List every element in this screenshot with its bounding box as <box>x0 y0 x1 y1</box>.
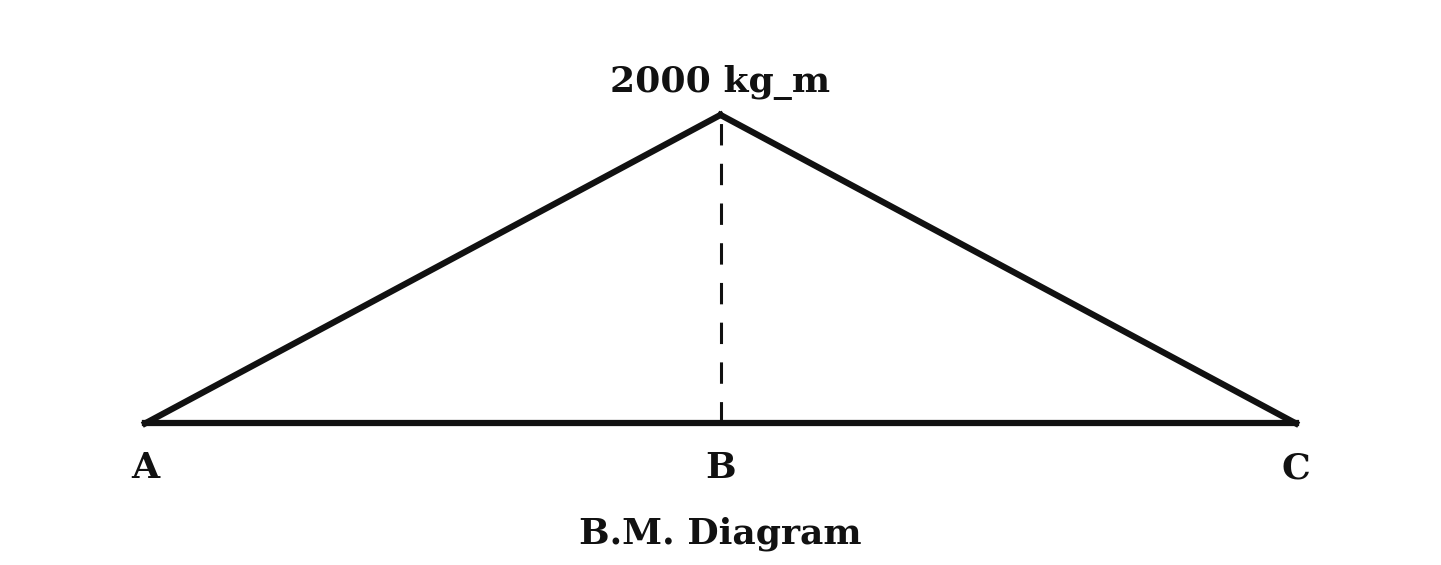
Text: C: C <box>1281 451 1310 485</box>
Text: A: A <box>131 451 159 485</box>
Text: 2000 kg_m: 2000 kg_m <box>611 64 830 99</box>
Text: B.M. Diagram: B.M. Diagram <box>579 516 862 550</box>
Text: B: B <box>705 451 736 485</box>
